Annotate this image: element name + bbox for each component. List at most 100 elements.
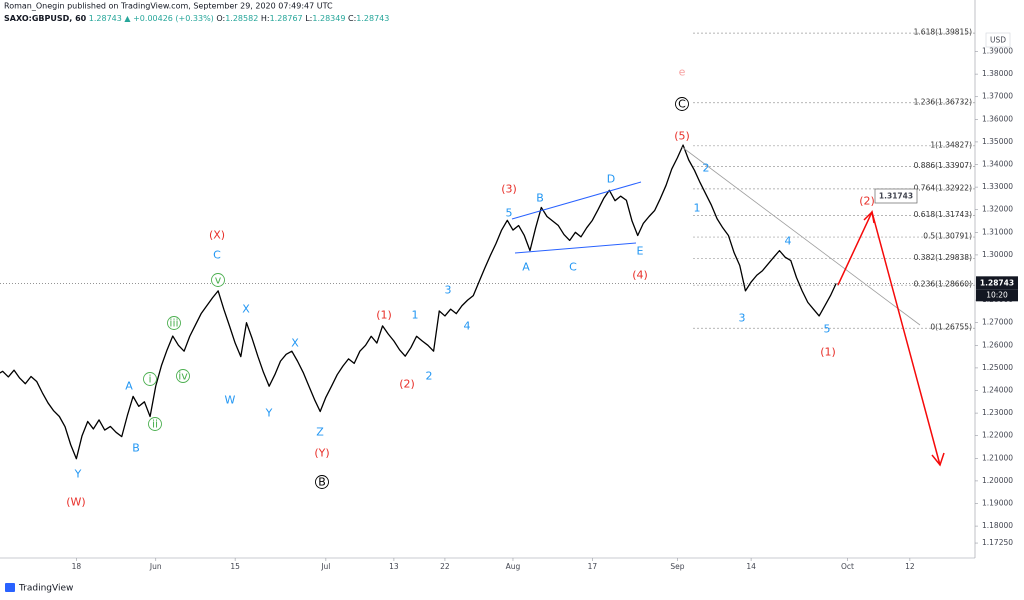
footer-logo: TradingView bbox=[5, 583, 73, 594]
symbol-line: SAXO:GBPUSD, 60 1.28743 ▲ +0.00426 (+0.3… bbox=[4, 14, 389, 23]
wave-label: (1) bbox=[820, 346, 836, 359]
y-tick-label: 1.30000 bbox=[982, 250, 1013, 259]
wave-label: 1 bbox=[694, 202, 701, 215]
wave-label: (W) bbox=[66, 496, 85, 509]
wave-label: (5) bbox=[674, 130, 690, 143]
x-tick-label: 15 bbox=[230, 562, 240, 571]
target-label: 1.31743 bbox=[879, 192, 913, 201]
wave-label: iii bbox=[169, 317, 178, 330]
wave-label: (X) bbox=[209, 229, 225, 242]
ohlc-value: 1.28767 bbox=[270, 14, 303, 23]
x-tick-label: 12 bbox=[905, 562, 915, 571]
y-tick-label: 1.26000 bbox=[982, 340, 1013, 349]
wave-label: A bbox=[125, 380, 133, 393]
fib-label: 0.236(1.28660) bbox=[914, 280, 972, 289]
fib-label: 1.618(1.39815) bbox=[914, 28, 972, 37]
wave-circle bbox=[315, 475, 329, 489]
fib-label: 0.764(1.32922) bbox=[914, 183, 972, 192]
price-line bbox=[0, 144, 837, 460]
ohlc-value: 1.28349 bbox=[312, 14, 345, 23]
wave-label: (4) bbox=[632, 269, 648, 282]
wave-label: A bbox=[522, 261, 530, 274]
y-tick-label: 1.33000 bbox=[982, 182, 1013, 191]
wave-label: (2) bbox=[399, 378, 415, 391]
wave-label: C bbox=[213, 249, 221, 262]
fib-label: 1(1.34827) bbox=[930, 140, 972, 149]
y-tick-label: 1.36000 bbox=[982, 114, 1013, 123]
y-tick-label: 1.23000 bbox=[982, 408, 1013, 417]
x-tick-label: 22 bbox=[440, 562, 450, 571]
last-price-tag-label: 1.28743 bbox=[980, 278, 1014, 287]
y-tick-label: 1.20000 bbox=[982, 476, 1013, 485]
wave-label: B bbox=[132, 442, 140, 455]
wave-label: 3 bbox=[739, 312, 746, 325]
arrow-head bbox=[931, 452, 945, 467]
y-tick-label: 1.34000 bbox=[982, 160, 1013, 169]
x-tick-label: Aug bbox=[506, 562, 521, 571]
wave-label: v bbox=[215, 274, 222, 287]
wave-label: (3) bbox=[501, 183, 517, 196]
wave-circle bbox=[148, 417, 162, 431]
currency-label: USD bbox=[990, 36, 1006, 45]
y-tick-label: 1.32000 bbox=[982, 205, 1013, 214]
y-tick-label: 1.38000 bbox=[982, 69, 1013, 78]
change: ▲ +0.00426 (+0.33%) bbox=[124, 14, 213, 23]
y-tick-label: 1.18000 bbox=[982, 521, 1013, 530]
wave-label: W bbox=[225, 394, 236, 407]
arrow-head bbox=[863, 210, 875, 224]
y-tick-label: 1.39000 bbox=[982, 47, 1013, 56]
wave-label: Y bbox=[265, 407, 273, 420]
wave-label: Z bbox=[316, 426, 324, 439]
trend-line bbox=[681, 146, 921, 326]
wave-label: (2) bbox=[859, 195, 875, 208]
x-tick-label: Oct bbox=[841, 562, 854, 571]
wave-label: B bbox=[318, 476, 326, 489]
last-price: 1.28743 bbox=[89, 14, 122, 23]
x-tick-label: 13 bbox=[389, 562, 399, 571]
footer-text: TradingView bbox=[18, 584, 73, 594]
x-tick-label: Jul bbox=[320, 562, 330, 571]
ohlc-label: O: bbox=[216, 14, 225, 23]
wave-label: 2 bbox=[426, 370, 433, 383]
ohlc-value: 1.28582 bbox=[225, 14, 258, 23]
wave-circle bbox=[143, 372, 157, 386]
wave-label: 3 bbox=[445, 284, 452, 297]
wave-label: ii bbox=[152, 418, 158, 431]
wave-label: 5 bbox=[824, 323, 831, 336]
ohlc-label: C: bbox=[348, 14, 356, 23]
y-tick-label: 1.17250 bbox=[982, 538, 1013, 547]
wave-circle bbox=[675, 97, 689, 111]
y-tick-label: 1.21000 bbox=[982, 453, 1013, 462]
ohlc-label: H: bbox=[261, 14, 270, 23]
currency-box bbox=[985, 32, 1011, 48]
y-tick-label: 1.35000 bbox=[982, 137, 1013, 146]
fib-label: 0.618(1.31743) bbox=[914, 210, 972, 219]
logo-mark bbox=[5, 583, 15, 592]
fib-label: 0.5(1.30791) bbox=[923, 232, 972, 241]
plot-area: 1.39000 1.38000 1.37000 1.36000 1.35000 1.340… bbox=[0, 28, 1013, 571]
x-tick-label: 18 bbox=[72, 562, 82, 571]
last-price-tag bbox=[976, 276, 1018, 290]
fib-label: 0.886(1.33907) bbox=[914, 161, 972, 170]
wave-label: 4 bbox=[785, 235, 792, 248]
wave-label: X bbox=[291, 337, 299, 350]
wave-label: 2 bbox=[703, 162, 710, 175]
wave-label: 5 bbox=[506, 207, 513, 220]
wave-label: (Y) bbox=[314, 447, 329, 460]
y-tick-label: 1.24000 bbox=[982, 386, 1013, 395]
publish-line: Roman_Onegin published on TradingView.co… bbox=[4, 2, 333, 11]
wave-label: C bbox=[569, 261, 577, 274]
y-tick-label: 1.37000 bbox=[982, 92, 1013, 101]
ohlc-value: 1.28743 bbox=[356, 14, 389, 23]
wave-label: 1 bbox=[412, 309, 419, 322]
wave-label: iv bbox=[178, 370, 188, 383]
header-bg bbox=[0, 0, 420, 24]
time-tag bbox=[976, 289, 1018, 302]
x-tick-label: 17 bbox=[588, 562, 598, 571]
y-tick-label: 1.22000 bbox=[982, 431, 1013, 440]
trend-line bbox=[514, 242, 637, 254]
wave-label: i bbox=[148, 373, 151, 386]
fib-label: 0(1.26755) bbox=[930, 323, 972, 332]
